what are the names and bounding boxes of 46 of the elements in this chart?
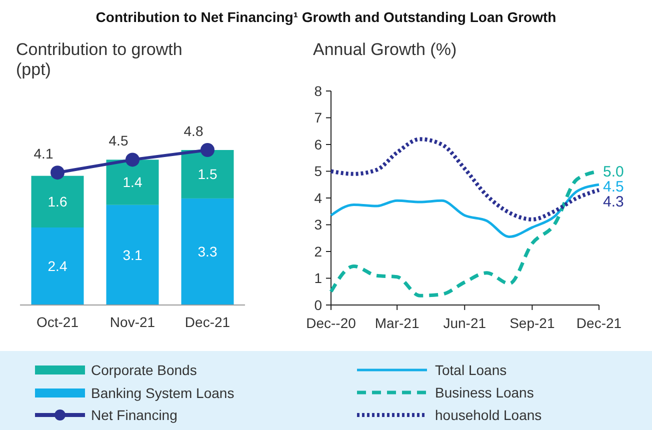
- data-label: 1.4: [122, 174, 142, 190]
- y-tick-label: 2: [314, 243, 322, 260]
- line-series: [329, 137, 601, 222]
- x-tick-label: Dec-21: [576, 315, 622, 331]
- y-axis-title: Annual Growth (%): [313, 40, 457, 59]
- x-tick-label: Jun-21: [443, 315, 486, 331]
- data-label: 4.3: [603, 194, 624, 210]
- y-tick-label: 7: [314, 110, 322, 126]
- legend-label: Banking System Loans: [91, 384, 234, 401]
- legend-label: Business Loans: [435, 384, 534, 400]
- y-tick-label: 0: [314, 296, 322, 313]
- legend-label: Corporate Bonds: [91, 362, 197, 378]
- y-tick-label: 6: [314, 136, 322, 152]
- x-tick-label: Oct-21: [36, 314, 79, 330]
- text: Contribution to Net Financing¹ Growth and Outstanding Loan Growth: [96, 9, 556, 25]
- x-tick-label: Sep-21: [510, 315, 555, 331]
- x-tick-label: Dec--20: [306, 315, 356, 331]
- data-label: 5.0: [603, 164, 624, 180]
- bar: [181, 198, 234, 305]
- x-tick-label: Dec-21: [184, 314, 230, 330]
- data-label: 3.3: [198, 244, 218, 260]
- data-label: 1.5: [198, 166, 218, 182]
- legend-label: Total Loans: [435, 362, 507, 378]
- data-label: 4.5: [603, 178, 624, 196]
- data-label: 4.8: [184, 123, 204, 139]
- x-tick-label: Mar-21: [374, 315, 420, 331]
- bar: [106, 204, 159, 305]
- data-label: 1.6: [48, 194, 68, 210]
- legend-label: Net Financing: [91, 406, 178, 423]
- bar: [181, 150, 234, 198]
- data-label: 3.1: [122, 246, 142, 263]
- y-axis-title: Contribution to growth (ppt): [16, 40, 182, 79]
- data-label: 4.1: [34, 146, 54, 162]
- legend-label: household Loans: [435, 406, 542, 423]
- y-tick-label: 5: [314, 163, 322, 180]
- data-label: 4.5: [108, 132, 128, 149]
- bar: [31, 176, 84, 228]
- y-tick-label: 1: [314, 270, 322, 286]
- y-tick-label: 3: [314, 216, 322, 233]
- bar: [31, 228, 84, 305]
- y-tick-label: 8: [314, 82, 322, 99]
- data-label: 2.4: [48, 258, 68, 274]
- x-tick-label: Nov-21: [110, 314, 156, 330]
- bar: [106, 160, 159, 205]
- line-series: [330, 183, 600, 238]
- y-tick-label: 4: [314, 190, 322, 206]
